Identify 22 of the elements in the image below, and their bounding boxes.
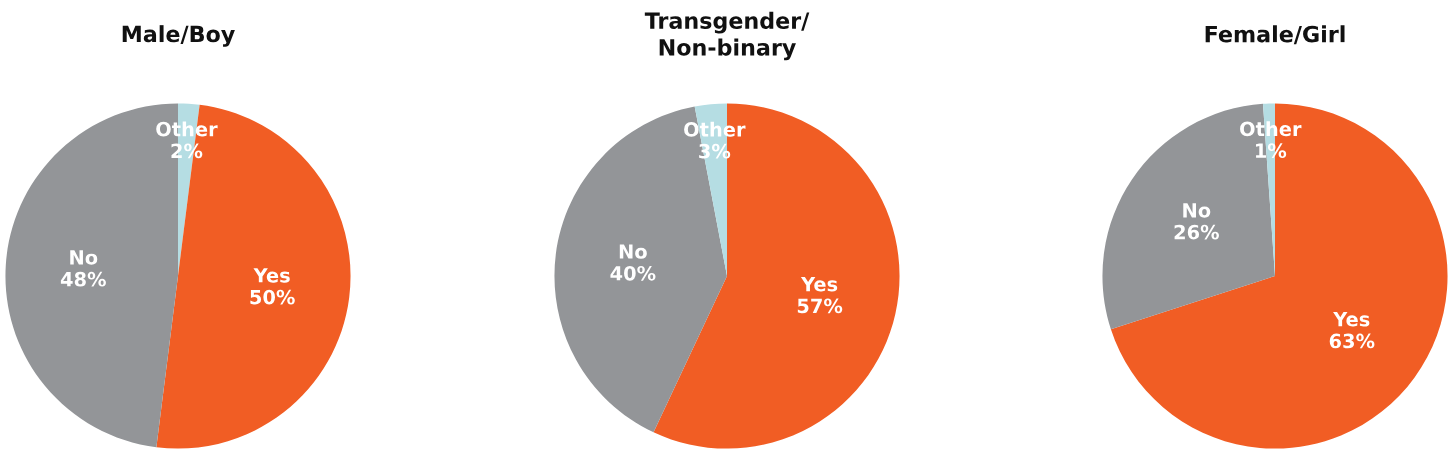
slice-label: Yes — [1333, 312, 1370, 327]
pie-slice — [1110, 103, 1448, 449]
chart-title: Female/Girl — [1205, 25, 1345, 45]
data-label: 48% — [60, 271, 106, 287]
chart-title: Male/Boy — [122, 25, 235, 47]
data-label: 2% — [171, 143, 203, 159]
slice-label: No — [70, 250, 98, 265]
slice-label: Yes — [800, 277, 838, 292]
slice-label: Other — [1240, 121, 1302, 137]
slice-label: No — [619, 244, 647, 259]
slice-label: Yes — [253, 268, 290, 283]
pie-slice — [156, 104, 351, 449]
slice-label: Other — [156, 121, 218, 137]
data-label: 1% — [1255, 143, 1287, 159]
data-label: 57% — [797, 298, 843, 314]
data-label: 26% — [1174, 224, 1219, 240]
slice-label: No — [1183, 203, 1211, 218]
data-label: 40% — [610, 265, 656, 281]
data-label: 63% — [1329, 333, 1375, 349]
data-label: 50% — [250, 289, 295, 305]
slice-label: Other — [684, 121, 746, 137]
chart-title: Transgender/ Non-binary — [644, 11, 810, 61]
